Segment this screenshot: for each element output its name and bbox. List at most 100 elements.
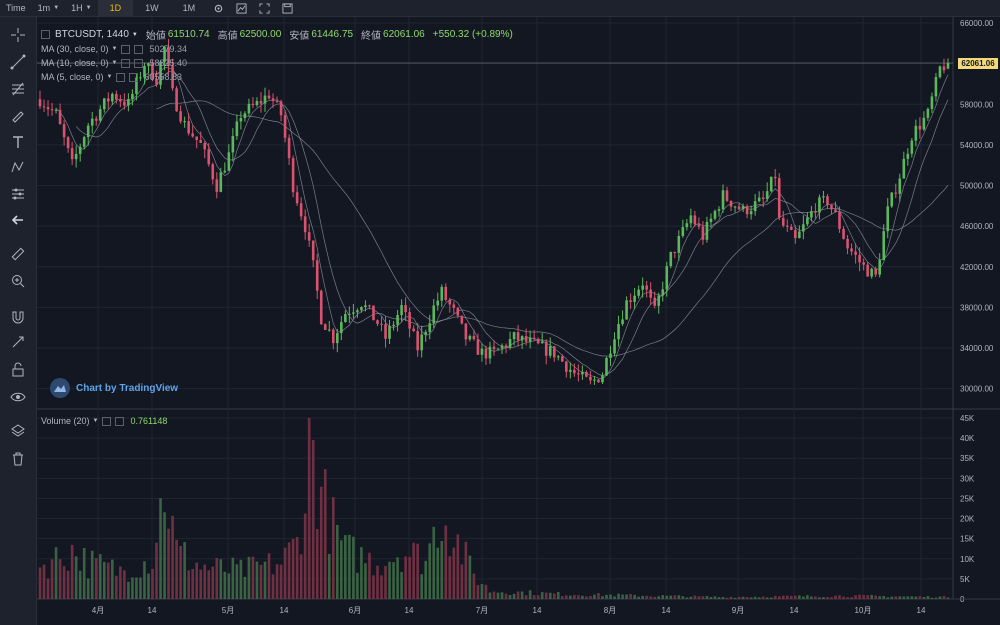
candle-body xyxy=(283,115,287,138)
candle-body xyxy=(926,108,930,118)
price-chart[interactable]: 66000.0062000.0058000.0054000.0050000.00… xyxy=(37,17,1000,625)
collapse-icon[interactable] xyxy=(41,30,50,39)
interval-1d-button[interactable]: 1D xyxy=(97,0,134,16)
eye-tool-button[interactable] xyxy=(8,387,28,407)
chevron-down-icon[interactable]: ▼ xyxy=(111,60,118,66)
settings-icon[interactable] xyxy=(116,72,126,82)
screenshot-button[interactable] xyxy=(276,0,299,16)
fullscreen-button[interactable] xyxy=(253,0,276,16)
magnet-tool-button[interactable] xyxy=(8,307,28,327)
volume-bar xyxy=(227,573,231,599)
volume-bar xyxy=(585,596,588,599)
volume-bar xyxy=(147,573,150,599)
chevron-down-icon[interactable]: ▼ xyxy=(131,31,138,38)
candle-body xyxy=(500,345,504,349)
volume-bar xyxy=(613,596,616,599)
ma10-legend[interactable]: MA (10, close, 0) ▼ 58825.40 xyxy=(41,58,187,68)
volume-legend[interactable]: Volume (20) ▼ 0.761148 xyxy=(41,416,167,426)
candle-body xyxy=(315,260,319,291)
settings-icon[interactable] xyxy=(121,58,131,68)
chevron-down-icon[interactable]: ▼ xyxy=(111,46,118,52)
candle-body xyxy=(906,153,910,159)
volume-bar xyxy=(207,570,211,599)
volume-bar xyxy=(424,560,427,599)
chevron-down-icon[interactable]: ▼ xyxy=(106,74,113,80)
volume-bar xyxy=(58,559,62,599)
volume-bar xyxy=(798,595,801,599)
volume-bar xyxy=(400,571,403,599)
close-icon[interactable] xyxy=(115,416,125,426)
zoom-in-tool-button[interactable] xyxy=(8,271,28,291)
candle-body xyxy=(199,139,203,143)
volume-bar xyxy=(315,528,319,599)
candle-body xyxy=(693,215,697,225)
candle-body xyxy=(243,113,247,119)
candle-body xyxy=(235,121,239,137)
volume-bar xyxy=(295,537,299,599)
candle-body xyxy=(123,101,126,106)
change-value: +550.32 (+0.89%) xyxy=(432,29,513,40)
volume-bar xyxy=(878,596,881,599)
ma30-legend[interactable]: MA (30, close, 0) ▼ 50279.34 xyxy=(41,44,187,54)
close-icon[interactable] xyxy=(129,72,139,82)
candle-body xyxy=(641,285,644,290)
indicators-button[interactable] xyxy=(230,0,253,16)
candle-body xyxy=(187,121,190,134)
close-icon[interactable] xyxy=(134,58,144,68)
chevron-down-icon: ▼ xyxy=(53,5,60,11)
trash-tool-button[interactable] xyxy=(8,449,28,469)
interval-1mo-button[interactable]: 1M xyxy=(182,3,196,13)
candle-body xyxy=(404,305,407,313)
candle-body xyxy=(155,79,158,85)
close-icon[interactable] xyxy=(134,44,144,54)
open-value: 61510.74 xyxy=(167,29,210,40)
volume-bar xyxy=(111,559,114,599)
layers-tool-button[interactable] xyxy=(8,421,28,441)
candle-body xyxy=(62,124,66,138)
ruler-tool-button[interactable] xyxy=(8,244,28,264)
interval-1h-button[interactable]: 1H ▼ xyxy=(65,0,97,16)
volume-tick-label: 10K xyxy=(960,555,975,564)
trend-line-tool-button[interactable] xyxy=(8,52,28,72)
tradingview-watermark[interactable]: Chart by TradingView xyxy=(50,378,178,398)
lock-drawing-tool-button[interactable] xyxy=(8,332,28,352)
interval-1m-button[interactable]: 1m ▼ xyxy=(32,0,65,16)
pattern-tool-button[interactable] xyxy=(8,157,28,177)
text-tool-button[interactable] xyxy=(8,132,28,152)
volume-bar xyxy=(745,596,749,599)
settings-button[interactable] xyxy=(207,0,230,16)
price-tick-label: 66000.00 xyxy=(960,19,994,28)
volume-bar xyxy=(291,538,295,599)
candle-body xyxy=(577,373,580,375)
volume-bar xyxy=(127,581,130,599)
time-menu[interactable]: Time xyxy=(6,3,26,13)
volume-bar xyxy=(476,585,480,599)
candle-body xyxy=(259,101,263,104)
interval-1w-button[interactable]: 1W xyxy=(145,3,159,13)
crosshair-tool-button[interactable] xyxy=(8,25,28,45)
back-arrow-tool-button[interactable] xyxy=(8,210,28,230)
candle-body xyxy=(82,137,86,147)
symbol-label[interactable]: BTCUSDT, 1440 xyxy=(55,29,129,40)
brush-tool-button[interactable] xyxy=(8,105,28,125)
volume-bar xyxy=(504,593,508,599)
settings-icon[interactable] xyxy=(102,416,112,426)
candle-body xyxy=(625,300,628,320)
unlock-tool-button[interactable] xyxy=(8,360,28,380)
volume-bar xyxy=(211,566,215,599)
fib-tool-button[interactable] xyxy=(8,79,28,99)
candle-body xyxy=(866,264,869,277)
settings-icon[interactable] xyxy=(121,44,131,54)
volume-bar xyxy=(468,555,472,599)
candle-body xyxy=(58,109,62,125)
candle-body xyxy=(556,356,560,358)
prediction-tool-button[interactable] xyxy=(8,184,28,204)
volume-bar xyxy=(436,547,440,599)
candle-body xyxy=(372,305,375,321)
chevron-down-icon[interactable]: ▼ xyxy=(92,418,99,424)
ma5-legend[interactable]: MA (5, close, 0) ▼ 60558.83 xyxy=(41,72,182,82)
magnet-icon xyxy=(12,311,24,324)
candle-body xyxy=(822,196,825,198)
candle-body xyxy=(621,319,624,325)
volume-bar xyxy=(46,578,50,599)
